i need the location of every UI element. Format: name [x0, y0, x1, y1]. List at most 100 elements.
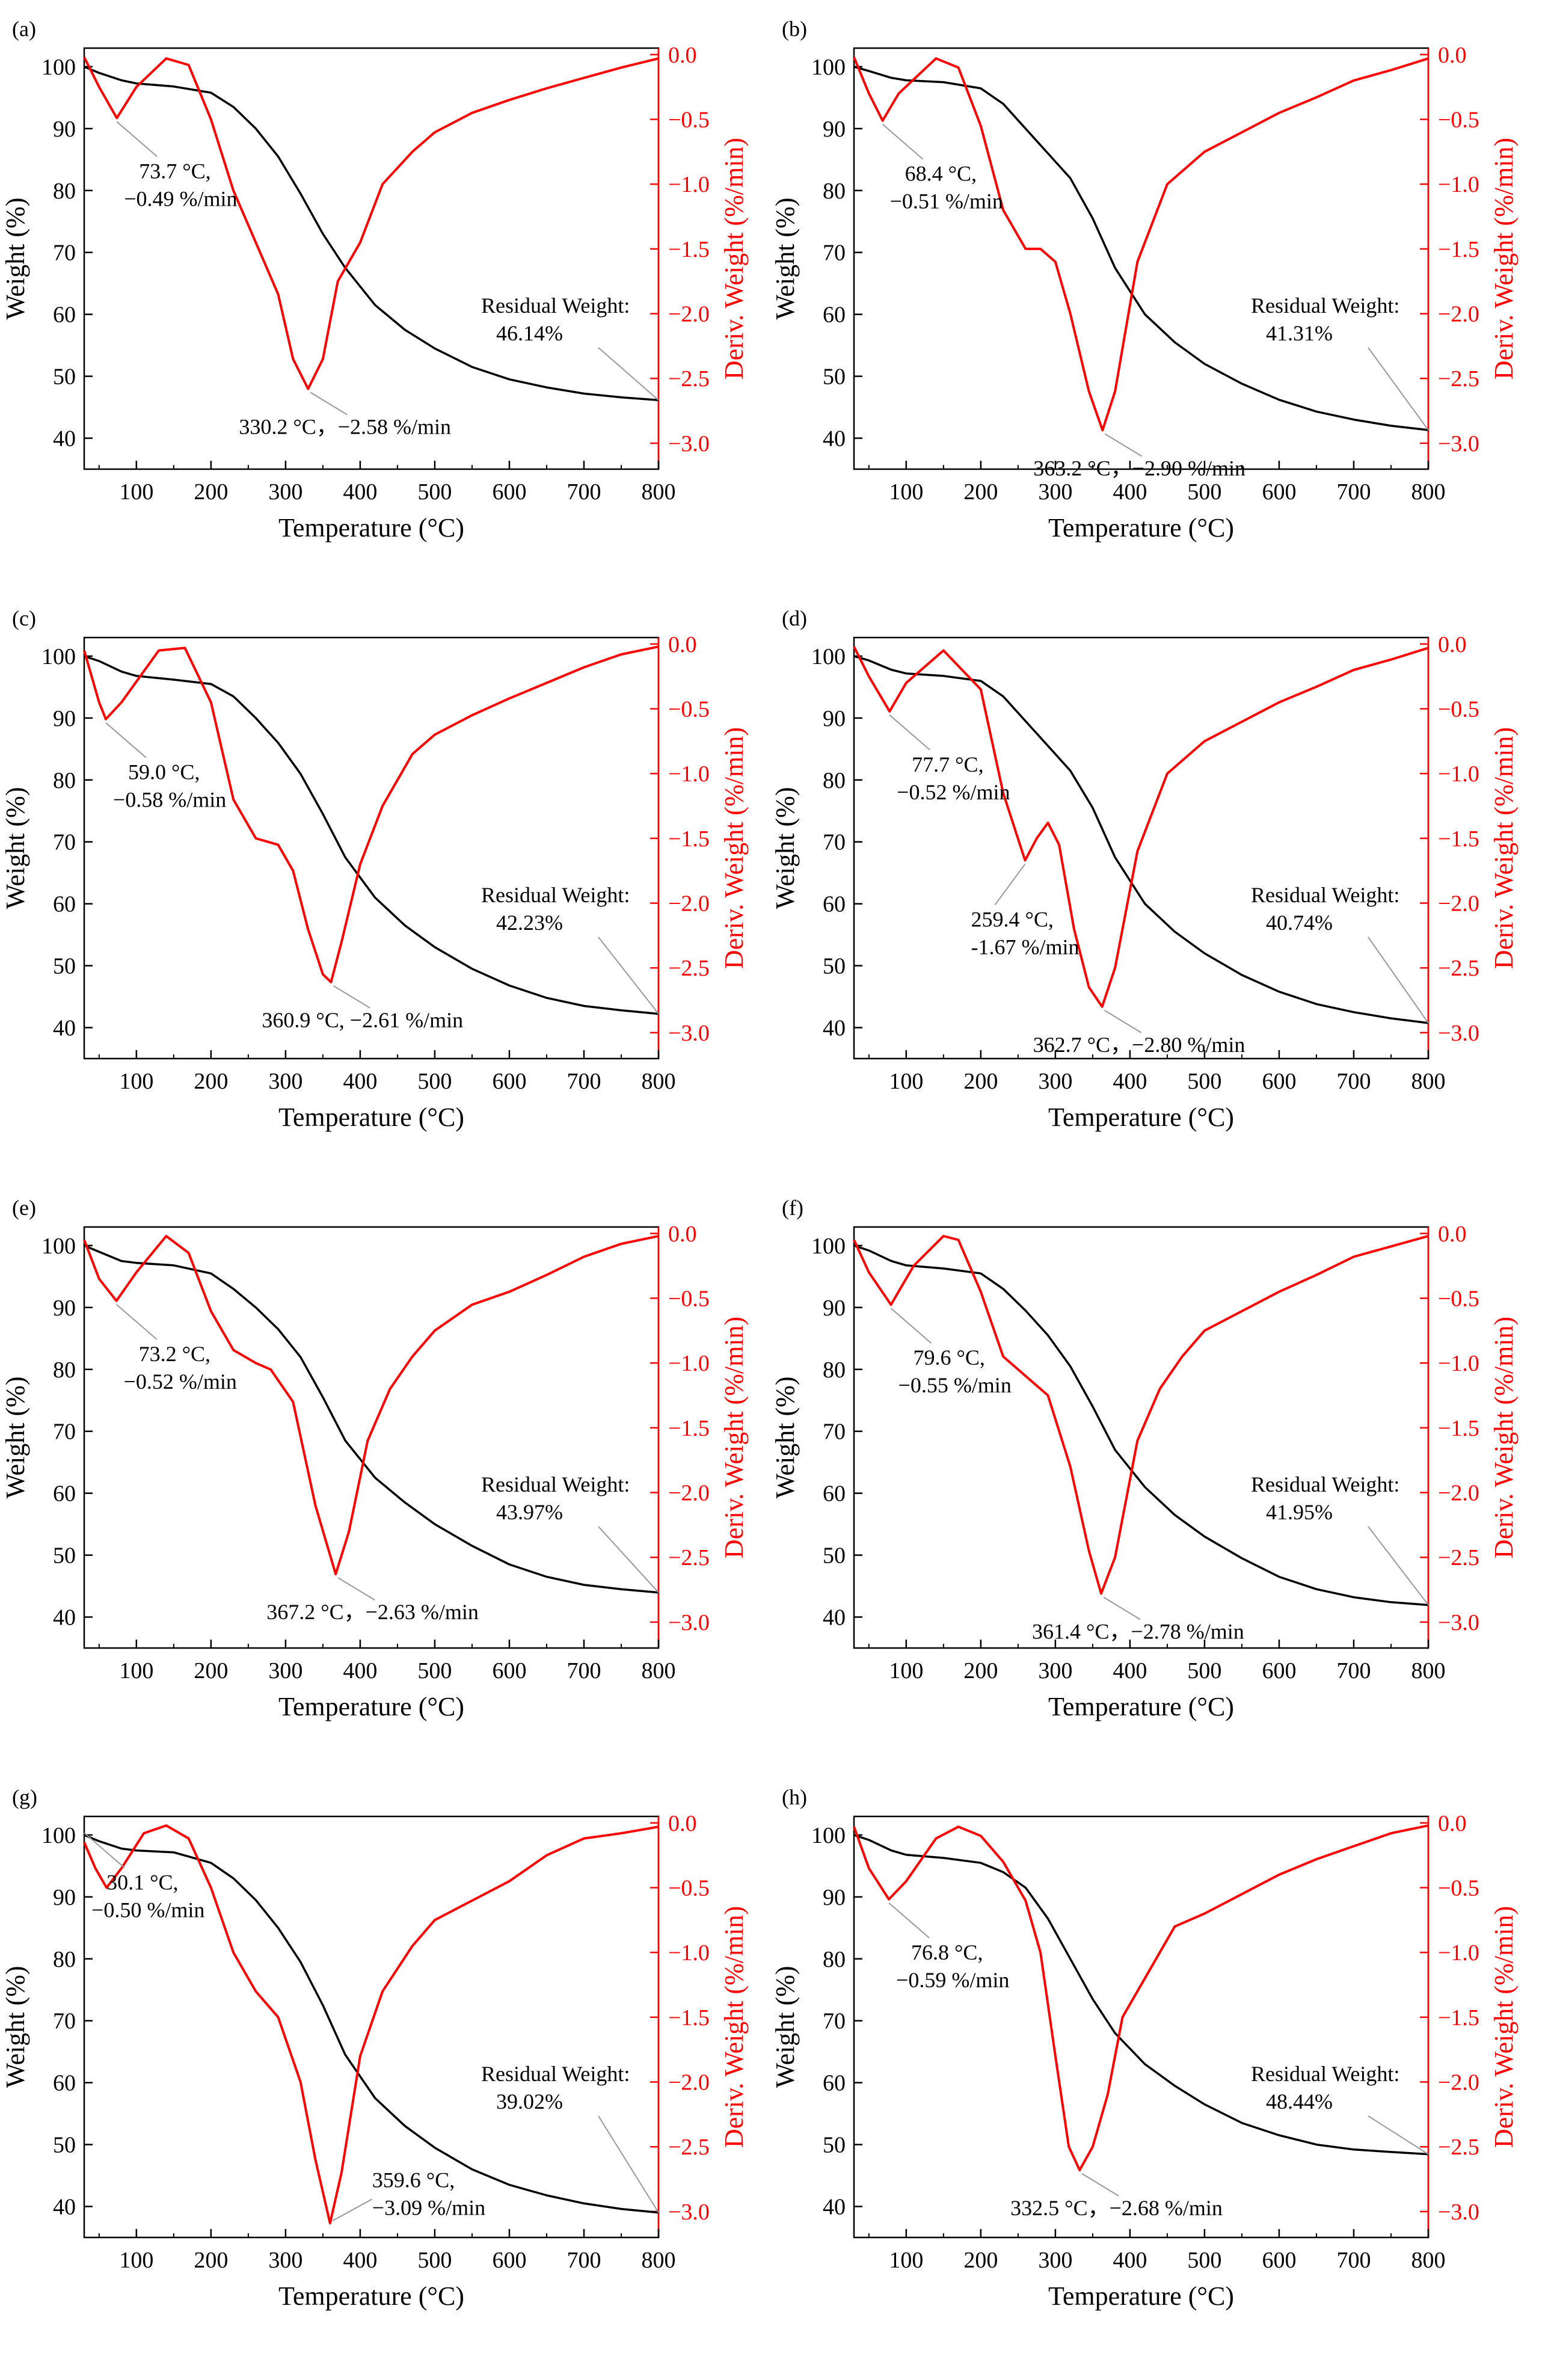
annotation-main-peak: 362.7 °C，−2.80 %/min [1033, 1033, 1245, 1057]
x-tick-label: 500 [1187, 1069, 1221, 1094]
y-left-tick-label: 50 [823, 2133, 846, 2158]
x-tick-label: 100 [889, 1658, 923, 1684]
annotation-residual-value: 46.14% [496, 321, 563, 345]
y-left-tick-label: 50 [823, 954, 846, 979]
y-right-axis-title: Deriv. Weight (%/min) [719, 1317, 749, 1558]
y-right-axis-title: Deriv. Weight (%/min) [719, 727, 749, 969]
x-tick-label: 700 [567, 1658, 601, 1684]
annotation-peak-rate: −0.58 %/min [113, 788, 226, 812]
y-right-tick-label: −1.0 [1438, 1351, 1479, 1376]
annotation-leader [889, 715, 930, 751]
plot-frame [853, 636, 1430, 1060]
y-left-tick-label: 70 [823, 830, 846, 855]
y-right-tick-label: −2.5 [668, 1545, 710, 1570]
weight-curve [84, 1244, 659, 1594]
y-right-tick-label: −3.0 [1438, 431, 1479, 457]
annotation-residual-label: Residual Weight: [481, 883, 630, 907]
x-axis-title: Temperature (°C) [1048, 1692, 1234, 1721]
annotation-residual-label: Residual Weight: [1251, 294, 1399, 318]
y-left-axis-title: Weight (%) [1, 1377, 30, 1499]
y-right-tick-label: −2.0 [668, 891, 710, 917]
panel-label: (h) [782, 1785, 807, 1809]
annotation-leader [598, 936, 659, 1015]
x-axis-title: Temperature (°C) [1048, 513, 1234, 543]
x-tick-label: 200 [963, 1658, 998, 1684]
annotation-main-peak: 367.2 °C，−2.63 %/min [266, 1600, 479, 1624]
deriv-weight-curve [83, 1824, 659, 2225]
x-tick-label: 700 [1336, 1658, 1371, 1684]
y-left-tick-label: 100 [41, 1234, 76, 1259]
y-left-tick-label: 80 [823, 179, 846, 204]
y-left-tick-label: 70 [823, 241, 846, 266]
annotation-residual-label: Residual Weight: [481, 1472, 630, 1496]
x-tick-label: 100 [889, 479, 923, 505]
panel-label: (c) [12, 606, 36, 630]
plot-frame [853, 1815, 1430, 2239]
y-right-tick-label: 0.0 [1438, 1811, 1467, 1836]
x-tick-label: 800 [642, 1658, 676, 1684]
y-left-tick-label: 60 [823, 892, 846, 917]
annotation-peak-rate: −0.49 %/min [124, 186, 237, 211]
x-tick-label: 600 [1262, 2248, 1296, 2273]
y-right-tick-label: −3.0 [668, 1021, 710, 1046]
chart-panel-b: (b)100 200 300 400 500 600 700 8004050607080901… [770, 17, 1519, 543]
x-tick-label: 600 [1262, 479, 1296, 505]
annotation-shoulder-rate: -1.67 %/min [971, 935, 1080, 959]
x-tick-label: 700 [567, 479, 601, 505]
y-right-tick-label: −1.5 [668, 826, 710, 852]
panel-label: (f) [782, 1196, 803, 1220]
y-right-tick-label: −3.0 [1438, 1021, 1479, 1046]
x-tick-label: 300 [1038, 1658, 1072, 1684]
x-tick-label: 500 [417, 1069, 452, 1094]
x-tick-label: 700 [1336, 1069, 1371, 1094]
y-right-axis-title: Deriv. Weight (%/min) [1489, 1906, 1519, 2148]
y-right-tick-label: −1.5 [1438, 1416, 1479, 1441]
annotation-leader [598, 2115, 659, 2213]
x-tick-label: 300 [1038, 1069, 1072, 1094]
weight-curve [853, 1834, 1429, 2156]
y-right-tick-label: 0.0 [1438, 43, 1467, 68]
y-right-tick-label: −1.0 [668, 1351, 710, 1376]
y-left-tick-label: 70 [53, 2009, 76, 2034]
x-tick-label: 400 [343, 1658, 377, 1684]
y-right-tick-label: −1.0 [668, 172, 710, 197]
x-tick-label: 400 [343, 2248, 377, 2273]
x-tick-label: 500 [1187, 2248, 1221, 2273]
y-right-tick-label: −2.0 [668, 302, 710, 327]
x-tick-label: 700 [567, 2248, 601, 2273]
deriv-weight-curve [83, 57, 659, 390]
y-left-axis-title: Weight (%) [770, 1966, 800, 2088]
chart-panel-h: (h)100 200 300 400 500 600 700 8004050607080901… [770, 1785, 1519, 2311]
y-left-tick-label: 60 [823, 303, 846, 328]
x-axis-title: Temperature (°C) [278, 1102, 464, 1132]
annotation-shoulder-temp: 259.4 °C, [971, 907, 1054, 931]
y-left-tick-label: 100 [41, 55, 76, 80]
annotation-residual-value: 48.44% [1266, 2089, 1333, 2114]
y-right-tick-label: −1.0 [668, 1940, 710, 1966]
x-tick-label: 100 [889, 1069, 923, 1094]
deriv-weight-curve [853, 57, 1429, 432]
y-right-tick-label: −0.5 [668, 696, 710, 722]
x-tick-label: 200 [963, 479, 998, 505]
x-tick-label: 500 [417, 479, 452, 505]
x-tick-label: 400 [1113, 479, 1147, 505]
annotation-leader [598, 347, 659, 401]
y-right-tick-label: −2.5 [1438, 2135, 1479, 2160]
x-tick-label: 400 [343, 1069, 377, 1094]
y-left-tick-label: 60 [53, 303, 76, 328]
y-right-axis-title: Deriv. Weight (%/min) [1489, 138, 1519, 380]
y-right-tick-label: −2.5 [668, 956, 710, 981]
annotation-main-peak: 330.2 °C，−2.58 %/min [239, 414, 451, 438]
annotation-peak-temp: 73.2 °C, [139, 1342, 210, 1366]
annotation-residual-value: 43.97% [496, 1500, 563, 1524]
annotation-leader [1104, 1009, 1142, 1033]
annotation-leader [1104, 433, 1142, 457]
y-right-tick-label: −0.5 [1438, 696, 1479, 722]
y-left-tick-label: 80 [823, 1947, 846, 1972]
y-left-tick-label: 40 [823, 2195, 846, 2220]
annotation-peak-temp: 77.7 °C, [912, 752, 983, 776]
x-tick-label: 100 [119, 1658, 153, 1684]
deriv-weight-curve [83, 645, 659, 983]
plot-frame [83, 47, 660, 470]
x-tick-label: 100 [119, 1069, 153, 1094]
